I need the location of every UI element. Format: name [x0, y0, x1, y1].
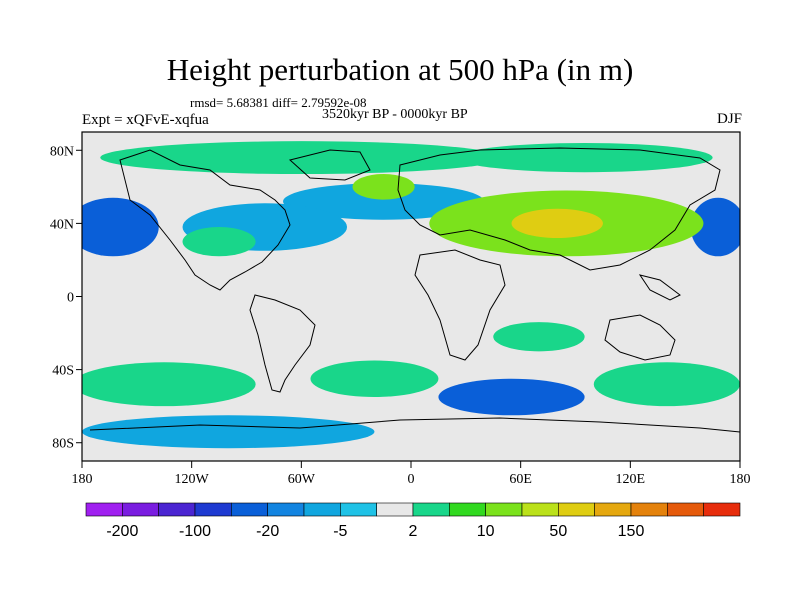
region-antarctic-cyan-ring — [82, 415, 375, 449]
colorbar-label: -20 — [256, 523, 279, 540]
colorbar-swatch — [194, 502, 232, 517]
colorbar-swatch — [267, 502, 305, 517]
latitude-ticks: 80N 40N 0 40S 80S — [50, 144, 82, 452]
season-label: DJF — [716, 111, 742, 127]
region-tropical-indian-green — [493, 322, 585, 352]
figure-title: Height perturbation at 500 hPa (in m) — [166, 52, 634, 87]
colorbar-swatch — [630, 502, 668, 517]
lon-tick-label: 60W — [288, 472, 316, 487]
experiment-label: Expt = xQFvE-xqfua — [82, 112, 209, 128]
region-southern-ocean-blue-indian — [438, 378, 585, 416]
lat-tick-label: 80N — [50, 144, 74, 159]
colorbar-label: -5 — [333, 523, 347, 540]
colorbar-swatch — [340, 502, 377, 517]
colorbar-swatch — [303, 502, 341, 517]
colorbar-swatch — [594, 502, 632, 517]
coastlines — [89, 147, 740, 433]
colorbar-swatch — [122, 502, 159, 517]
lat-tick-label: 40S — [52, 364, 74, 379]
rmsd-stats: rmsd= 5.68381 diff= 2.79592e-08 — [190, 95, 367, 110]
colorbar-label: 150 — [618, 523, 645, 540]
lon-tick-label: 120E — [616, 472, 646, 487]
lat-tick-label: 40N — [50, 217, 74, 232]
colorbar-swatch — [449, 502, 486, 517]
lat-tick-label: 80S — [52, 437, 74, 452]
lon-tick-label: 180 — [730, 472, 751, 487]
colorbar-label: 2 — [409, 523, 418, 540]
region-pacific-east-green — [182, 227, 256, 257]
colorbar-swatch — [412, 502, 450, 517]
region-south-pacific-green — [82, 362, 256, 407]
lat-tick-label: 0 — [67, 291, 74, 306]
colorbar-swatch — [231, 502, 268, 517]
longitude-ticks: 180 120W 60W 0 60E 120E 180 — [72, 461, 751, 487]
colorbar-swatch — [158, 502, 196, 517]
lon-tick-label: 120W — [175, 472, 210, 487]
colorbar-label: 10 — [477, 523, 495, 540]
lon-tick-label: 180 — [72, 472, 93, 487]
colorbar-swatch — [703, 502, 741, 517]
region-australia-green-east — [593, 362, 740, 407]
colorbar-label: -200 — [106, 523, 138, 540]
region-north-atlantic-yellow-green — [352, 174, 415, 200]
lon-tick-label: 60E — [509, 472, 532, 487]
region-north-pacific-blue-west — [82, 197, 159, 257]
colorbar-label: 50 — [549, 523, 567, 540]
colorbar-swatch — [558, 502, 595, 517]
region-north-pacific-blue-east — [690, 197, 740, 257]
colorbar-swatch — [485, 502, 523, 517]
colorbar-label: -100 — [179, 523, 211, 540]
colorbar: -200 -100 -20 -5 2 10 50 150 — [85, 502, 741, 540]
colorbar-swatch — [376, 502, 414, 517]
region-siberia-green-band — [456, 142, 713, 173]
lon-tick-label: 0 — [408, 472, 415, 487]
period-label: 3520kyr BP - 0000kyr BP — [322, 107, 468, 122]
region-asia-orange-core — [511, 208, 603, 239]
region-south-atlantic-green — [310, 360, 439, 398]
region-north-atlantic-cyan — [283, 183, 485, 220]
colorbar-swatch — [85, 502, 123, 517]
colorbar-swatch — [667, 502, 704, 517]
colorbar-swatch — [521, 502, 559, 517]
